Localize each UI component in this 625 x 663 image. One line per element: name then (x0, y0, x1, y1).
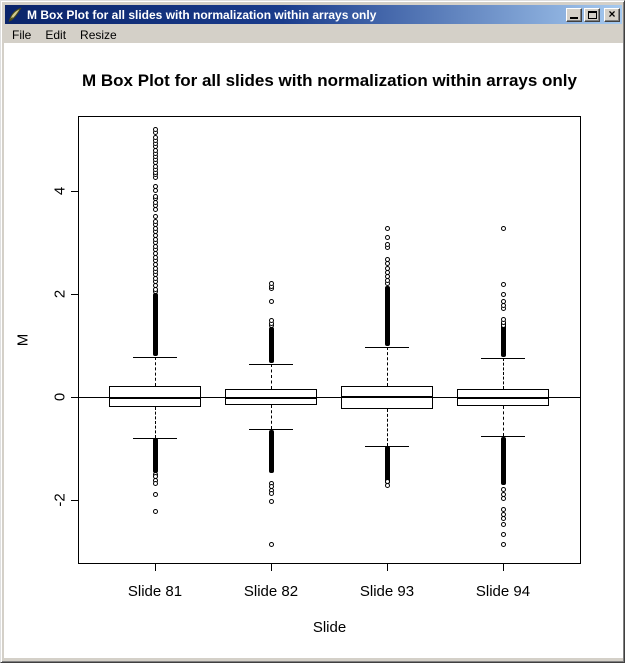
median-line (109, 396, 201, 399)
outlier-point (153, 214, 158, 219)
outlier-dense-band (501, 437, 506, 485)
minimize-icon (570, 17, 578, 19)
outlier-point (153, 481, 158, 487)
outlier-point (385, 266, 390, 272)
outlier-point (153, 508, 158, 514)
outlier-point (269, 318, 274, 324)
outlier-point (385, 226, 390, 232)
y-tick-mark (71, 500, 78, 502)
x-tick-mark (503, 564, 504, 571)
chart-title: M Box Plot for all slides with normaliza… (82, 71, 577, 90)
box (109, 386, 201, 408)
zero-reference-line (78, 396, 581, 398)
outlier-point (269, 299, 274, 305)
outlier-dense-band (269, 327, 274, 363)
lower-whisker-cap (249, 428, 293, 430)
x-tick-mark (155, 564, 156, 571)
x-tick-mark (387, 564, 388, 571)
lower-whisker-cap (481, 436, 525, 438)
minimize-button[interactable] (566, 7, 582, 22)
upper-whisker-cap (133, 356, 177, 358)
outlier-point (501, 487, 506, 493)
outlier-point (269, 490, 274, 496)
window-controls: × (564, 7, 620, 22)
outlier-point (385, 257, 390, 263)
outlier-dense-band (269, 429, 274, 473)
plot-frame (78, 116, 581, 564)
lower-whisker (155, 407, 156, 438)
outlier-point (501, 299, 506, 305)
outlier-point (153, 127, 158, 133)
outlier-dense-band (153, 438, 158, 473)
outlier-point (269, 281, 274, 287)
upper-whisker-cap (249, 363, 293, 365)
close-button[interactable]: × (604, 7, 620, 22)
close-icon: × (608, 7, 616, 21)
outlier-point (153, 135, 158, 141)
upper-whisker (155, 356, 156, 387)
upper-whisker (503, 357, 504, 389)
upper-whisker-cap (365, 346, 409, 348)
plot-device: M Box Plot for all slides with normaliza… (4, 43, 623, 658)
maximize-button[interactable] (584, 7, 600, 22)
outlier-point (501, 522, 506, 528)
x-tick-label: Slide 81 (127, 583, 183, 600)
menu-item-edit[interactable]: Edit (45, 27, 67, 42)
median-line (457, 396, 549, 399)
upper-whisker (271, 363, 272, 390)
outlier-point (385, 241, 390, 247)
median-line (225, 397, 317, 400)
outlier-point (501, 226, 506, 232)
lower-whisker (387, 408, 388, 446)
outlier-point (153, 184, 158, 190)
lower-whisker-cap (133, 437, 177, 439)
menubar: File Edit Resize (5, 26, 622, 43)
outlier-point (385, 483, 390, 489)
menu-item-resize[interactable]: Resize (80, 27, 117, 42)
lower-whisker (271, 405, 272, 429)
outlier-point (501, 282, 506, 288)
y-tick-mark (71, 293, 78, 295)
outlier-point (153, 193, 158, 199)
outlier-dense-band (385, 446, 390, 485)
outlier-point (385, 235, 390, 241)
x-tick-label: Slide 93 (359, 583, 415, 600)
x-tick-label: Slide 82 (243, 583, 299, 600)
x-tick-mark (271, 564, 272, 571)
outlier-point (501, 516, 506, 522)
outlier-dense-band (501, 321, 506, 357)
outlier-point (501, 291, 506, 297)
window-title: M Box Plot for all slides with normaliza… (27, 7, 377, 22)
quill-feather-icon (7, 7, 23, 23)
outlier-dense-band (153, 292, 158, 356)
outlier-point (269, 541, 274, 547)
maximize-icon (587, 10, 597, 19)
outlier-point (153, 218, 158, 224)
outlier-point (501, 506, 506, 512)
lower-whisker-cap (365, 445, 409, 447)
y-tick-mark (71, 190, 78, 192)
outlier-point (501, 532, 506, 538)
outlier-dense-band (385, 286, 390, 347)
titlebar[interactable]: M Box Plot for all slides with normaliza… (5, 5, 622, 24)
lower-whisker (503, 405, 504, 437)
x-axis-label: Slide (312, 619, 347, 636)
outlier-point (153, 491, 158, 497)
outlier-point (501, 317, 506, 323)
upper-whisker-cap (481, 357, 525, 359)
outlier-point (269, 499, 274, 505)
y-tick-mark (71, 396, 78, 398)
menu-item-file[interactable]: File (12, 27, 32, 42)
outlier-point (501, 496, 506, 501)
upper-whisker (387, 346, 388, 387)
outlier-point (501, 541, 506, 547)
x-tick-label: Slide 94 (475, 583, 531, 600)
